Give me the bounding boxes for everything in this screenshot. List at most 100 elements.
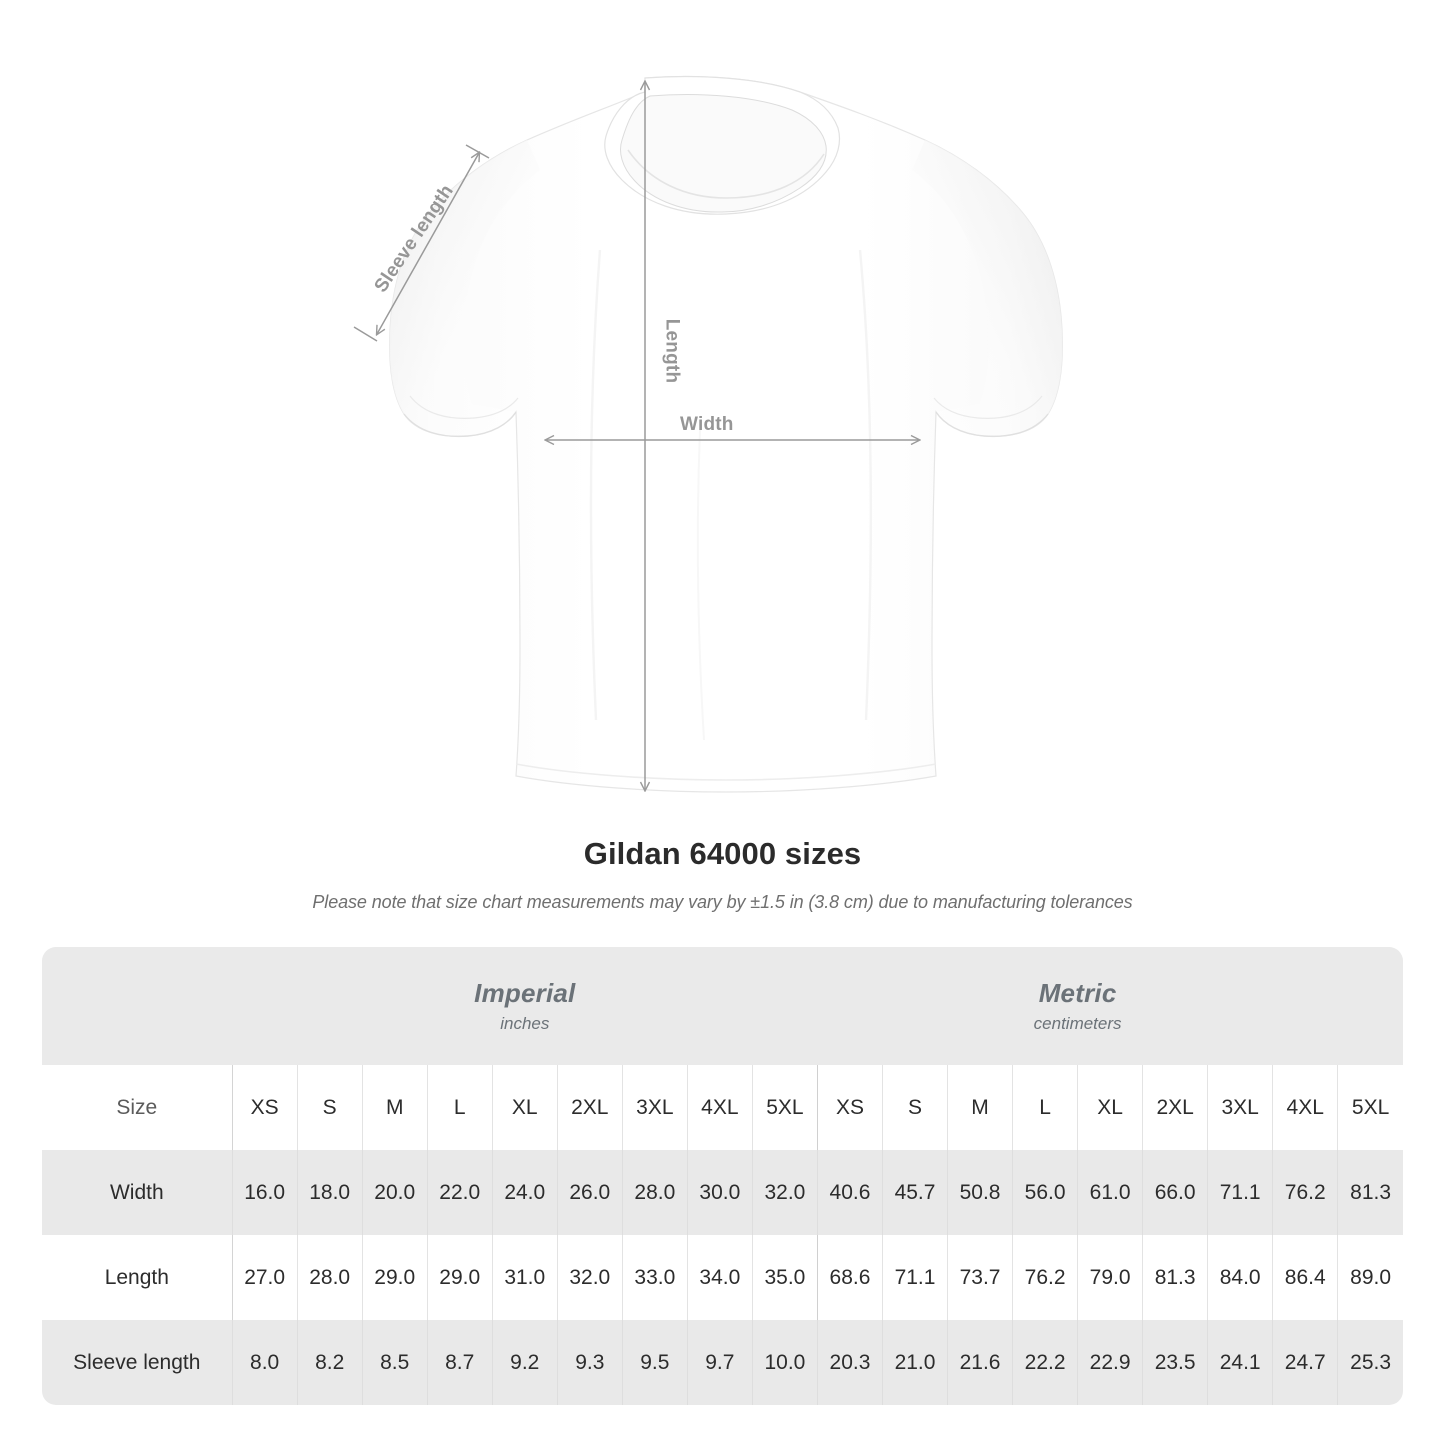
unit-banner-corner	[42, 947, 233, 1065]
length-metric-xl: 79.0	[1077, 1235, 1143, 1320]
length-imperial-l: 29.0	[426, 1235, 493, 1320]
length-imperial-s: 28.0	[296, 1235, 363, 1320]
sleeve-length-metric-2xl: 23.5	[1142, 1320, 1208, 1405]
title-block: Gildan 64000 sizes Please note that size…	[0, 830, 1445, 913]
unit-imperial: Imperial inches	[232, 947, 818, 1065]
width-imperial-s: 18.0	[296, 1150, 363, 1235]
length-metric-2xl: 81.3	[1142, 1235, 1208, 1320]
width-imperial-l: 22.0	[426, 1150, 493, 1235]
width-imperial-m: 20.0	[361, 1150, 428, 1235]
width-metric-xs: 40.6	[816, 1150, 883, 1235]
sleeve-length-metric-s: 21.0	[881, 1320, 948, 1405]
width-metric-5xl: 81.3	[1337, 1150, 1403, 1235]
unit-metric-sub: centimeters	[1033, 1013, 1122, 1033]
sleeve-length-imperial-s: 8.2	[296, 1320, 363, 1405]
width-imperial-3xl: 28.0	[621, 1150, 688, 1235]
row-label-width: Width	[42, 1150, 233, 1235]
size-header-metric-m: M	[947, 1065, 1013, 1150]
table-row-sleeve-length: Sleeve length 8.0 8.2 8.5 8.7 9.2 9.3 9.5 9.7 10…	[42, 1320, 1403, 1405]
width-imperial-xs: 16.0	[231, 1150, 298, 1235]
size-header-metric-xl: XL	[1077, 1065, 1143, 1150]
length-imperial-4xl: 34.0	[686, 1235, 753, 1320]
width-metric-l: 56.0	[1012, 1150, 1078, 1235]
length-imperial-2xl: 32.0	[556, 1235, 623, 1320]
size-header-imperial-5xl: 5XL	[751, 1065, 818, 1150]
width-label: Width	[680, 414, 734, 435]
sleeve-length-imperial-4xl: 9.7	[686, 1320, 753, 1405]
length-imperial-3xl: 33.0	[621, 1235, 688, 1320]
length-metric-m: 73.7	[947, 1235, 1013, 1320]
table-row-sizes: Size XS S M L XL 2XL 3XL 4XL 5XL XS S M L XL 2XL 3XL 4XL…	[42, 1065, 1403, 1150]
dimension-lines	[353, 82, 919, 790]
size-header-imperial-4xl: 4XL	[686, 1065, 753, 1150]
size-header-imperial-s: S	[296, 1065, 363, 1150]
sleeve-length-metric-3xl: 24.1	[1207, 1320, 1273, 1405]
length-metric-3xl: 84.0	[1207, 1235, 1273, 1320]
width-imperial-2xl: 26.0	[556, 1150, 623, 1235]
sleeve-length-metric-xs: 20.3	[816, 1320, 883, 1405]
size-header-metric-5xl: 5XL	[1337, 1065, 1403, 1150]
unit-banner-end	[1337, 947, 1403, 1065]
measurement-tolerance-note: Please note that size chart measurements…	[312, 892, 1133, 912]
width-imperial-4xl: 30.0	[686, 1150, 753, 1235]
width-metric-4xl: 76.2	[1272, 1150, 1338, 1235]
unit-banner-row: Imperial inches Metric centimeters	[42, 947, 1403, 1065]
length-metric-l: 76.2	[1012, 1235, 1078, 1320]
unit-metric: Metric centimeters	[817, 947, 1338, 1065]
sleeve-length-imperial-xl: 9.2	[491, 1320, 558, 1405]
size-header-imperial-3xl: 3XL	[621, 1065, 688, 1150]
width-metric-2xl: 66.0	[1142, 1150, 1208, 1235]
sleeve-cap-top	[465, 144, 490, 159]
sleeve-length-metric-5xl: 25.3	[1337, 1320, 1403, 1405]
size-header-imperial-m: M	[361, 1065, 428, 1150]
length-metric-s: 71.1	[881, 1235, 948, 1320]
row-label-sleeve-length: Sleeve length	[42, 1320, 233, 1405]
sleeve-length-metric-xl: 22.9	[1077, 1320, 1143, 1405]
row-label-size: Size	[42, 1065, 233, 1150]
width-imperial-xl: 24.0	[491, 1150, 558, 1235]
width-metric-s: 45.7	[881, 1150, 948, 1235]
tshirt-illustration	[353, 75, 1063, 793]
unit-metric-name: Metric	[1038, 978, 1117, 1009]
page-title: Gildan 64000 sizes	[583, 836, 862, 871]
size-header-metric-2xl: 2XL	[1142, 1065, 1208, 1150]
sleeve-length-imperial-3xl: 9.5	[621, 1320, 688, 1405]
size-header-imperial-2xl: 2XL	[556, 1065, 623, 1150]
unit-imperial-sub: inches	[500, 1013, 550, 1033]
sleeve-length-imperial-xs: 8.0	[231, 1320, 298, 1405]
sleeve-length-metric-l: 22.2	[1012, 1320, 1078, 1405]
width-metric-3xl: 71.1	[1207, 1150, 1273, 1235]
length-imperial-m: 29.0	[361, 1235, 428, 1320]
size-chart-table: Imperial inches Metric centimeters Size …	[42, 947, 1403, 1405]
length-metric-xs: 68.6	[816, 1235, 883, 1320]
size-chart-table-container: Imperial inches Metric centimeters Size …	[42, 947, 1403, 1405]
size-header-imperial-xs: XS	[231, 1065, 298, 1150]
table-row-length: Length 27.0 28.0 29.0 29.0 31.0 32.0 33.0 34.0 3…	[42, 1235, 1403, 1320]
sleeve-cap-bottom	[353, 326, 378, 342]
size-header-metric-3xl: 3XL	[1207, 1065, 1273, 1150]
sleeve-length-metric-4xl: 24.7	[1272, 1320, 1338, 1405]
sleeve-length-imperial-5xl: 10.0	[751, 1320, 818, 1405]
sleeve-length-imperial-l: 8.7	[426, 1320, 493, 1405]
sleeve-length-imperial-2xl: 9.3	[556, 1320, 623, 1405]
size-header-imperial-l: L	[426, 1065, 493, 1150]
sleeve-length-imperial-m: 8.5	[361, 1320, 428, 1405]
shirt-shape	[389, 75, 1063, 793]
length-imperial-5xl: 35.0	[751, 1235, 818, 1320]
width-metric-xl: 61.0	[1077, 1150, 1143, 1235]
length-metric-4xl: 86.4	[1272, 1235, 1338, 1320]
length-label: Length	[661, 318, 683, 384]
table-row-width: Width 16.0 18.0 20.0 22.0 24.0 26.0 28.0 30.0 32…	[42, 1150, 1403, 1235]
width-imperial-5xl: 32.0	[751, 1150, 818, 1235]
row-label-length: Length	[42, 1235, 233, 1320]
width-metric-m: 50.8	[947, 1150, 1013, 1235]
sleeve-length-arrow	[377, 153, 479, 334]
length-imperial-xl: 31.0	[491, 1235, 558, 1320]
length-metric-5xl: 89.0	[1337, 1235, 1403, 1320]
sleeve-length-metric-m: 21.6	[947, 1320, 1013, 1405]
length-imperial-xs: 27.0	[231, 1235, 298, 1320]
tshirt-diagram: Sleeve length Length Width	[353, 75, 1063, 793]
unit-imperial-name: Imperial	[474, 978, 576, 1009]
size-header-metric-l: L	[1012, 1065, 1078, 1150]
size-header-imperial-xl: XL	[491, 1065, 558, 1150]
